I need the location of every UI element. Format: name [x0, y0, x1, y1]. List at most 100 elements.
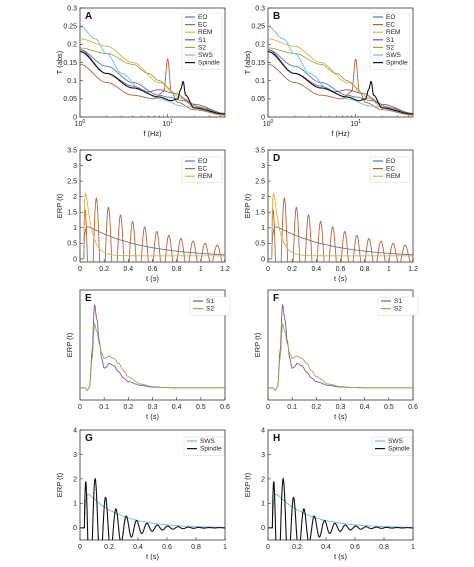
- series-line-s2: [268, 322, 413, 391]
- y-tick-label: 0.15: [251, 60, 265, 67]
- x-tick-label: 0.8: [191, 544, 201, 551]
- x-tick-label: 0: [78, 404, 82, 411]
- x-tick-label: 1.2: [408, 266, 418, 273]
- x-axis-label: t (s): [146, 274, 159, 283]
- x-tick-label: 101: [162, 119, 173, 128]
- y-tick-label: 2: [73, 194, 77, 201]
- legend-entry: EO: [198, 158, 207, 165]
- panel-G: 0 0.2 0.4 0.6 0.8 1 0 1 2 3 4 t (s) ERP (t) G SWSSpind…: [55, 427, 227, 561]
- x-tick-label: 1: [387, 266, 391, 273]
- y-axis-label: ERP (t): [243, 193, 252, 218]
- plot-lines: [268, 25, 413, 116]
- plot-lines: [268, 477, 413, 540]
- legend-entry: EO: [386, 14, 395, 21]
- series-line-eo: [268, 226, 413, 260]
- y-tick-label: 1.5: [67, 210, 77, 217]
- y-tick-label: 2.5: [255, 179, 265, 186]
- x-tick-label: 0: [78, 266, 82, 273]
- y-tick-label: 0.2: [255, 42, 265, 49]
- y-tick-label: 4: [261, 427, 265, 434]
- x-tick-label: 0.4: [360, 404, 370, 411]
- x-tick-label: 0.4: [321, 544, 331, 551]
- x-tick-label: 0.4: [311, 266, 321, 273]
- y-tick-label: 1: [73, 225, 77, 232]
- y-tick-label: 1: [73, 501, 77, 508]
- series-line-eo: [268, 49, 413, 115]
- x-tick-label: 0.8: [172, 266, 182, 273]
- y-tick-label: 1.5: [255, 210, 265, 217]
- y-tick-label: 0: [261, 114, 265, 121]
- x-tick-label: 101: [350, 119, 361, 128]
- x-tick-label: 0.4: [172, 404, 182, 411]
- x-tick-label: 0.6: [220, 404, 230, 411]
- series-line-s2: [268, 47, 413, 115]
- x-tick-label: 0: [266, 404, 270, 411]
- x-tick-label: 0.5: [196, 404, 206, 411]
- series-line-sws: [268, 493, 413, 529]
- x-tick-label: 0.2: [311, 404, 321, 411]
- y-tick-label: 0: [261, 525, 265, 532]
- x-axis-label: f (Hz): [331, 129, 350, 138]
- y-axis-label: ERP (t): [55, 472, 64, 497]
- y-axis-label: ERP (t): [253, 332, 262, 357]
- y-tick-label: 3: [261, 452, 265, 459]
- y-tick-label: 0: [73, 525, 77, 532]
- y-tick-label: 0.1: [255, 78, 265, 85]
- x-tick-label: 0.8: [379, 544, 389, 551]
- y-tick-label: 0.05: [63, 96, 77, 103]
- legend-entry: EC: [198, 22, 207, 29]
- legend-entry: EC: [386, 166, 395, 173]
- panel-letter: B: [273, 11, 280, 22]
- y-tick-label: 0.5: [255, 241, 265, 248]
- panel-letter: H: [273, 433, 280, 444]
- series-line-spindle: [80, 51, 225, 115]
- y-axis-label: T (abs): [243, 50, 252, 74]
- x-tick-label: 0.1: [287, 404, 297, 411]
- series-line-s2: [80, 322, 225, 391]
- x-tick-label: 1: [411, 544, 415, 551]
- x-tick-label: 0.1: [99, 404, 109, 411]
- x-tick-label: 0.6: [336, 266, 346, 273]
- y-tick-label: 0.05: [251, 96, 265, 103]
- y-tick-label: 0.3: [67, 5, 77, 12]
- plot-lines: [80, 25, 225, 116]
- y-tick-label: 4: [73, 427, 77, 434]
- legend-entry: S1: [198, 37, 206, 44]
- series-line-rem: [80, 193, 225, 260]
- x-tick-label: 100: [75, 119, 86, 128]
- panel-C: 0 0.2 0.4 0.6 0.8 1 1.2 0 0.5 1 1.5 2 2.5 3 3.5 t (s) ER…: [55, 147, 230, 283]
- x-tick-label: 0.4: [133, 544, 143, 551]
- x-tick-label: 0.2: [287, 266, 297, 273]
- plot-lines: [80, 477, 225, 540]
- series-line-spindle: [80, 477, 225, 540]
- legend-box: [369, 12, 411, 70]
- x-tick-label: 0.2: [123, 404, 133, 411]
- x-tick-label: 1.2: [220, 266, 230, 273]
- x-tick-label: 0.3: [336, 404, 346, 411]
- y-tick-label: 3: [73, 452, 77, 459]
- y-tick-label: 0.25: [63, 24, 77, 31]
- series-line-eo: [80, 226, 225, 260]
- legend-entry: SWS: [200, 438, 215, 445]
- x-tick-label: 0.4: [123, 266, 133, 273]
- series-line-ec: [80, 58, 225, 116]
- legend-entry: REM: [386, 173, 400, 180]
- panel-letter: E: [85, 293, 92, 304]
- x-axis-label: t (s): [334, 412, 347, 421]
- plot-lines: [80, 304, 225, 391]
- legend-entry: SWS: [386, 52, 401, 59]
- panel-B: 100 101 0 0.05 0.1 0.15 0.2 0.25 0.3 f (Hz) T (abs…: [243, 5, 414, 138]
- x-tick-label: 0.8: [360, 266, 370, 273]
- panel-letter: G: [85, 433, 93, 444]
- series-line-ec: [268, 58, 413, 116]
- y-tick-label: 2: [73, 476, 77, 483]
- y-tick-label: 0.2: [67, 42, 77, 49]
- series-line-spindle: [268, 477, 413, 540]
- legend-entry: EO: [386, 158, 395, 165]
- y-tick-label: 0.3: [255, 5, 265, 12]
